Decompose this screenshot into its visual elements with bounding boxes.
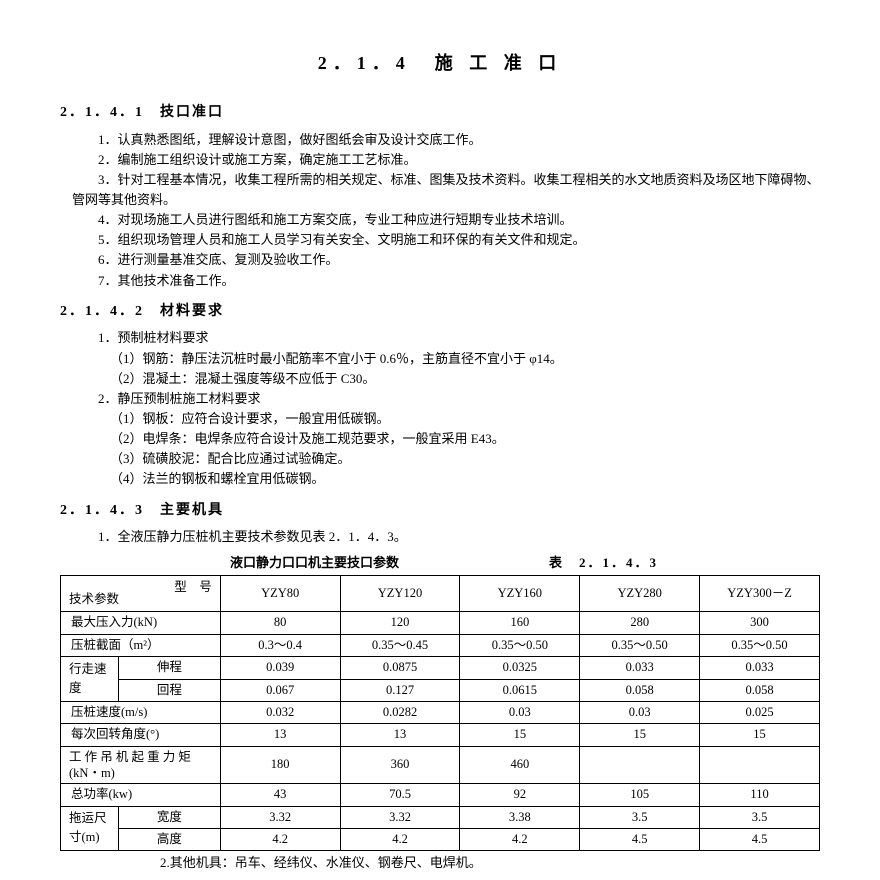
s2-item-8: （4）法兰的钢板和螺栓宜用低碳钢。 [84,469,820,489]
section-2-heading: 2．1．4．2 材料要求 [60,301,820,323]
s1-item-3: 3．针对工程基本情况，收集工程所需的相关规定、标准、图集及技术资料。收集工程相关… [72,170,820,210]
s2-item-3: （2）混凝土：混凝土强度等级不应低于 C30。 [84,369,820,389]
table-row: 高度 4.24.24.24.54.5 [61,828,820,850]
s1-item-5: 5．组织现场管理人员和施工人员学习有关安全、文明施工和环保的有关文件和规定。 [72,230,820,250]
s1-item-2: 2．编制施工组织设计或施工方案，确定施工工艺标准。 [72,150,820,170]
s3-lead: 1．全液压静力压桩机主要技术参数见表 2．1．4．3。 [72,527,820,547]
header-model-label: 型 号 [174,578,212,597]
model-col-2: YZY160 [460,576,580,612]
table-row: 工 作 吊 机 起 重 力 矩 (kN・m) 180360460 [61,746,820,784]
table-caption-left: 液口静力口口机主要技口参数 [230,553,399,573]
table-row: 最大压入力(kN) 80120160280300 [61,612,820,634]
page-title: 2．1．4 施 工 准 口 [60,50,820,78]
s2-item-7: （3）硫磺胶泥：配合比应通过试验确定。 [84,449,820,469]
s1-item-6: 6．进行测量基准交底、复测及验收工作。 [72,250,820,270]
table-footnote: 2.其他机具：吊车、经纬仪、水准仪、钢卷尺、电焊机。 [160,853,820,873]
table-row: 总功率(kw) 4370.592105110 [61,784,820,806]
header-param-label: 技术参数 [69,590,119,609]
s2-item-4: 2．静压预制桩施工材料要求 [72,389,820,409]
s2-item-6: （2）电焊条：电焊条应符合设计及施工规范要求，一般宜采用 E43。 [84,429,820,449]
s2-item-2: （1）钢筋：静压法沉桩时最小配筋率不宜小于 0.6％，主筋直径不宜小于 φ14。 [84,349,820,369]
table-row: 行走速度 伸程 0.0390.08750.03250.0330.033 [61,657,820,679]
table-row: 压桩截面（m²） 0.3～0.40.35～0.450.35～0.500.35～0… [61,634,820,656]
table-row: 回程 0.0670.1270.06150.0580.058 [61,679,820,701]
s2-item-5: （1）钢板：应符合设计要求，一般宜用低碳钢。 [84,409,820,429]
model-col-3: YZY280 [580,576,700,612]
model-col-0: YZY80 [220,576,340,612]
s1-item-7: 7．其他技术准备工作。 [72,271,820,291]
header-diagonal-cell: 型 号 技术参数 [61,576,221,612]
spec-table: 型 号 技术参数 YZY80 YZY120 YZY160 YZY280 YZY3… [60,575,820,851]
size-group-label: 拖运尺寸(m) [61,806,119,851]
table-row: 每次回转角度(°) 1313151515 [61,724,820,746]
model-col-4: YZY300－Z [700,576,820,612]
s1-item-4: 4．对现场施工人员进行图纸和施工方案交底，专业工种应进行短期专业技术培训。 [72,210,820,230]
section-3-heading: 2．1．4．3 主要机具 [60,500,820,522]
model-col-1: YZY120 [340,576,460,612]
section-1-heading: 2．1．4．1 技口准口 [60,102,820,124]
table-row: 压桩速度(m/s) 0.0320.02820.030.030.025 [61,701,820,723]
table-row: 拖运尺寸(m) 宽度 3.323.323.383.53.5 [61,806,820,828]
speed-group-label: 行走速度 [61,657,119,702]
table-caption-right: 表 2．1．4．3 [549,553,658,573]
table-caption: 液口静力口口机主要技口参数 表 2．1．4．3 [60,553,820,573]
s2-item-1: 1．预制桩材料要求 [72,328,820,348]
s1-item-1: 1．认真熟悉图纸，理解设计意图，做好图纸会审及设计交底工作。 [72,130,820,150]
table-header-row: 型 号 技术参数 YZY80 YZY120 YZY160 YZY280 YZY3… [61,576,820,612]
